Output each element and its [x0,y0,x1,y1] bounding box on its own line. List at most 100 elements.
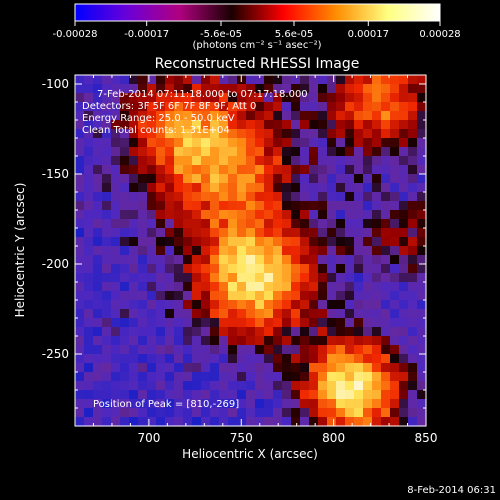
heatmap-cell [300,309,310,319]
heatmap-cell [246,165,256,175]
heatmap-cell [237,417,247,427]
heatmap-cell [228,327,238,337]
heatmap-cell [174,282,184,292]
heatmap-cell [129,147,139,157]
heatmap-cell [147,102,157,112]
heatmap-cell [183,183,193,193]
heatmap-cell [165,75,175,85]
heatmap-cell [300,183,310,193]
heatmap-cell [219,300,229,310]
heatmap-cell [75,201,85,211]
heatmap-cell [183,93,193,103]
heatmap-cell [372,192,382,202]
heatmap-cell [219,327,229,337]
heatmap-cell [111,318,121,328]
heatmap-cell [309,255,319,265]
heatmap-cell [183,228,193,238]
heatmap-cell [417,75,427,85]
heatmap-cell [102,318,112,328]
heatmap-cell [111,156,121,166]
heatmap-cell [273,417,283,427]
heatmap-cell [120,363,130,373]
heatmap-cell [111,282,121,292]
heatmap-cell [147,282,157,292]
heatmap-cell [237,192,247,202]
heatmap-cell [201,156,211,166]
heatmap-cell [345,300,355,310]
heatmap-cell [417,408,427,418]
heatmap-cell [282,327,292,337]
heatmap-cell [174,399,184,409]
heatmap-cell [246,102,256,112]
heatmap-cell [291,399,301,409]
heatmap-cell [318,138,328,148]
heatmap-cell [309,273,319,283]
heatmap-cell [372,201,382,211]
heatmap-cell [219,156,229,166]
heatmap-cell [129,228,139,238]
heatmap-cell [84,417,94,427]
heatmap-cell [237,237,247,247]
heatmap-cell [264,147,274,157]
heatmap-cell [156,192,166,202]
heatmap-cell [201,84,211,94]
heatmap-cell [138,327,148,337]
heatmap-cell [309,417,319,427]
heatmap-cell [273,354,283,364]
heatmap-cell [354,255,364,265]
heatmap-cell [201,120,211,130]
heatmap-cell [156,174,166,184]
heatmap-cell [318,408,328,418]
heatmap-cell [138,399,148,409]
heatmap-cell [120,156,130,166]
heatmap-cell [318,372,328,382]
heatmap-cell [93,165,103,175]
heatmap-cell [390,111,400,121]
heatmap-cell [363,165,373,175]
heatmap-cell [417,282,427,292]
heatmap-cell [336,264,346,274]
heatmap-cell [282,111,292,121]
heatmap-cell [210,228,220,238]
heatmap-cell [372,219,382,229]
heatmap-cell [309,381,319,391]
heatmap-cell [273,174,283,184]
heatmap-cell [165,264,175,274]
heatmap-cell [183,408,193,418]
heatmap-cell [336,210,346,220]
footer-timestamp: 8-Feb-2014 06:31 [407,485,496,496]
heatmap-cell [309,246,319,256]
heatmap-cell [75,309,85,319]
heatmap-cell [147,228,157,238]
heatmap-cell [93,381,103,391]
heatmap-cell [255,129,265,139]
heatmap-cell [246,129,256,139]
colorbar [74,3,441,22]
heatmap-cell [255,111,265,121]
heatmap-cell [282,129,292,139]
heatmap-cell [282,336,292,346]
heatmap-cell [408,84,418,94]
heatmap-cell [138,291,148,301]
heatmap-cell [399,84,409,94]
heatmap-cell [372,84,382,94]
heatmap-cell [390,264,400,274]
heatmap-cell [84,300,94,310]
heatmap-cell [84,192,94,202]
heatmap-cell [408,390,418,400]
heatmap-cell [129,318,139,328]
heatmap-cell [138,129,148,139]
heatmap-cell [75,111,85,121]
heatmap-cell [138,318,148,328]
heatmap-cell [273,282,283,292]
x-tick-label: 700 [137,431,160,445]
heatmap-cell [381,228,391,238]
heatmap-cell [174,120,184,130]
heatmap-cell [147,417,157,427]
heatmap-cell [75,264,85,274]
heatmap-cell [309,183,319,193]
heatmap-cell [210,75,220,85]
heatmap-cell [417,345,427,355]
heatmap-cell [363,408,373,418]
heatmap-cell [165,192,175,202]
